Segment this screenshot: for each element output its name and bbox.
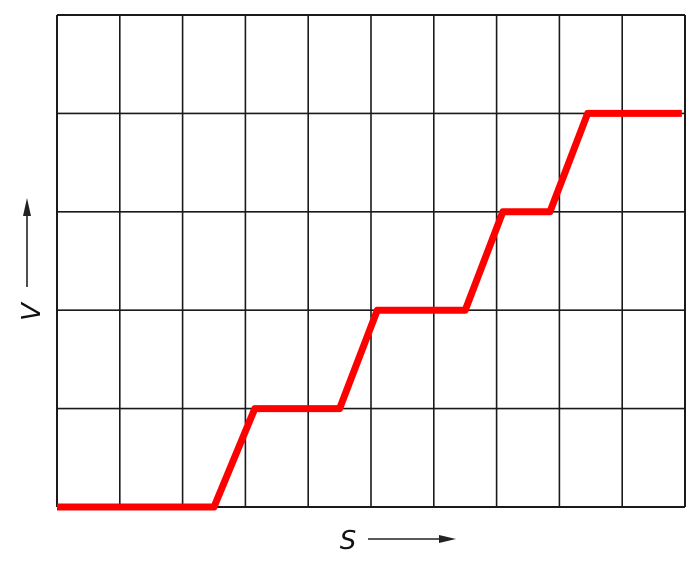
x-axis-label: S [340, 526, 357, 556]
y-axis-label-group: V [17, 198, 47, 321]
series-line [57, 109, 682, 511]
x-axis-arrow-head-icon [439, 535, 456, 543]
x-axis-label-group: S [340, 526, 456, 556]
grid [56, 14, 686, 508]
y-axis-arrow-head-icon [23, 198, 31, 216]
y-axis-label: V [17, 301, 47, 321]
